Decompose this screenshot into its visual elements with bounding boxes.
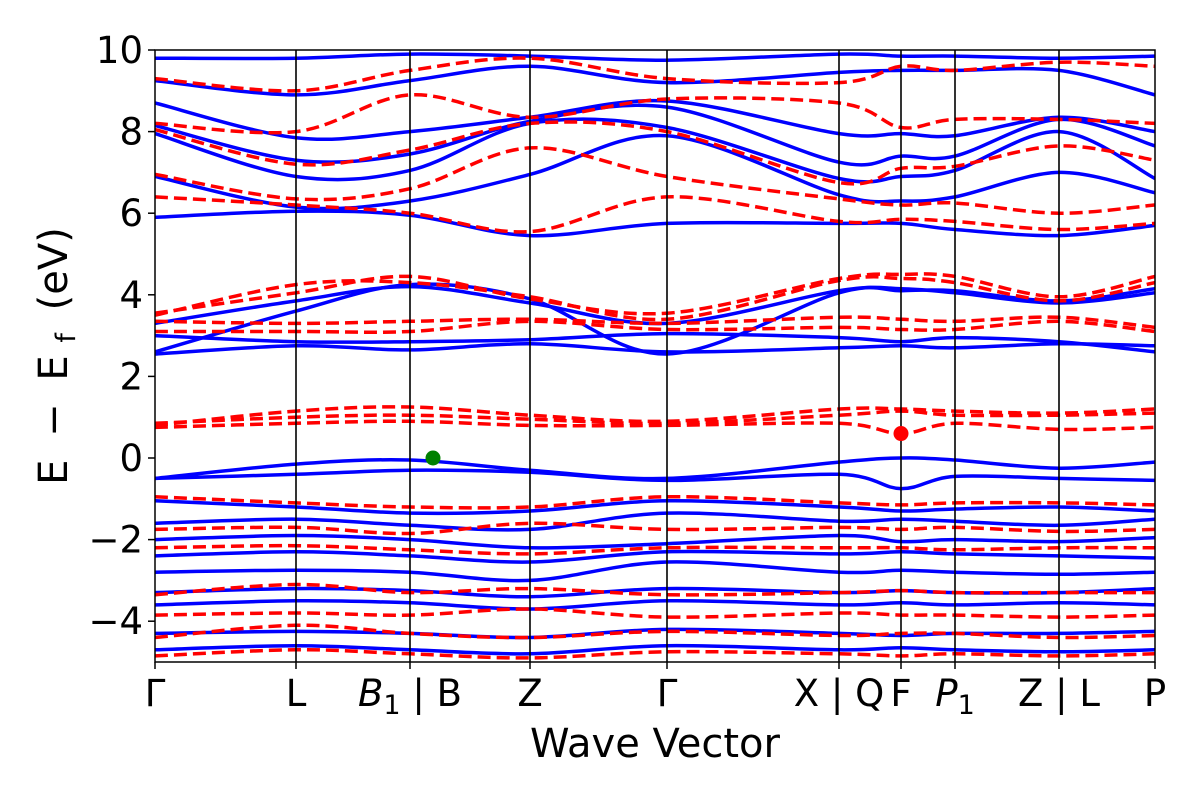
x-tick-label: P1: [935, 672, 975, 721]
dashed-band-line: [155, 274, 1155, 322]
dashed-band-line: [155, 146, 1155, 215]
solid-band-line: [155, 643, 1155, 656]
plot-background: [155, 50, 1155, 662]
x-tick-label: B1 | B: [358, 672, 462, 721]
y-tick-label: 0: [119, 437, 143, 480]
y-axis-title-minus: −: [31, 403, 77, 437]
dashed-band-line: [155, 315, 1155, 330]
dashed-band-line: [155, 195, 1155, 234]
extremum-marker: [893, 426, 909, 442]
y-tick-label: 6: [119, 192, 143, 235]
dashed-band-line: [155, 93, 1155, 135]
dashed-band-line: [155, 582, 1155, 597]
plot-frame: [154, 49, 1156, 663]
dashed-band-line: [155, 623, 1155, 640]
y-axis-title-e: E: [31, 460, 77, 485]
x-tick-label: F: [890, 672, 911, 715]
solid-band-line: [155, 511, 1155, 532]
y-axis-ticks: −4 −2 0 2 4 6 8 10: [88, 29, 155, 643]
y-tick-label: 2: [119, 355, 143, 398]
y-axis-title-ef-sub: f: [51, 332, 82, 343]
markers-layer: [425, 426, 909, 466]
x-axis-title: Wave Vector: [530, 721, 781, 767]
solid-band-line: [155, 560, 1155, 583]
solid-band-line: [155, 64, 1155, 97]
x-tick-label: L: [286, 672, 307, 715]
dashed-band-line: [155, 56, 1155, 93]
y-tick-label: −4: [88, 600, 143, 643]
y-axis-title-unit: (eV): [31, 227, 77, 310]
dashed-band-line: [155, 543, 1155, 556]
dashed-band-line: [155, 272, 1155, 316]
x-tick-label: X | Q: [794, 672, 884, 715]
kpoint-lines: [295, 50, 1060, 662]
bands-layer: [155, 52, 1155, 660]
dashed-band-line: [155, 120, 1155, 186]
solid-band-line: [155, 103, 1155, 167]
dashed-band-line: [155, 419, 1155, 436]
solid-band-line: [155, 598, 1155, 611]
y-tick-label: −2: [88, 519, 143, 562]
solid-band-line: [155, 627, 1155, 640]
y-tick-label: 4: [119, 274, 143, 317]
solid-band-line: [155, 549, 1155, 564]
dashed-band-line: [155, 648, 1155, 660]
dashed-band-line: [155, 409, 1155, 426]
y-tick-label: 8: [119, 111, 143, 154]
dashed-band-line: [155, 494, 1155, 510]
extremum-marker: [425, 450, 441, 466]
solid-band-line: [155, 98, 1155, 141]
solid-band-line: [155, 282, 1155, 356]
x-axis-ticks: Γ L B1 | B Z Γ X | Q F P1 Z | L P: [145, 662, 1166, 721]
y-axis-title-ef: E: [31, 355, 77, 380]
x-tick-label: Γ: [145, 672, 166, 715]
solid-band-line: [155, 468, 1155, 491]
solid-band-line: [155, 499, 1155, 516]
dashed-band-line: [155, 521, 1155, 536]
x-tick-label: Z | L: [1018, 672, 1100, 715]
x-tick-label: P: [1144, 672, 1166, 715]
dashed-band-line: [155, 607, 1155, 619]
x-tick-label: Γ: [657, 672, 678, 715]
solid-band-line: [155, 342, 1155, 356]
x-tick-label: Z: [517, 672, 542, 715]
solid-band-line: [155, 52, 1155, 62]
solid-band-line: [155, 533, 1155, 550]
y-tick-label: 10: [96, 29, 143, 72]
solid-band-line: [155, 117, 1155, 184]
solid-band-line: [155, 456, 1155, 481]
y-axis-title: E − E f (eV): [31, 227, 85, 485]
dashed-band-line: [155, 319, 1155, 335]
dashed-band-line: [155, 405, 1155, 428]
solid-band-line: [155, 331, 1155, 354]
solid-band-line: [155, 209, 1155, 238]
